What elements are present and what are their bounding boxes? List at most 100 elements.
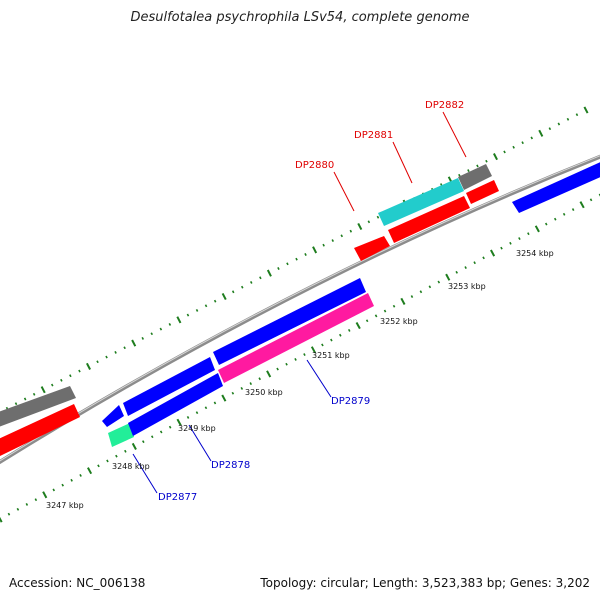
inner-tick-mark (276, 367, 279, 371)
leader-dp2882 (442, 111, 467, 158)
inner-tick-mark (186, 416, 190, 419)
inner-tick-mark (518, 237, 521, 240)
inner-tick-mark (79, 474, 82, 477)
inner-tick-mark (258, 377, 261, 381)
gene-blue-upper-a[interactable] (123, 357, 215, 416)
inner-tick-mark (374, 314, 378, 318)
topology-text: Topology: circular; Length: 3,523,383 bp… (260, 576, 590, 590)
leader-dp2879 (306, 359, 332, 398)
inner-tick-mark (52, 488, 56, 492)
inner-tick-mark (124, 449, 127, 453)
outer-tick-mark (23, 397, 27, 401)
outer-tick-mark (493, 153, 498, 161)
gene-label-dp2880[interactable]: DP2880 (295, 160, 334, 171)
outer-tick-mark (176, 316, 182, 324)
outer-tick-mark (231, 290, 235, 294)
gene-dp2881[interactable] (378, 178, 464, 226)
outer-tick-mark (349, 229, 353, 233)
outer-tick-mark (367, 220, 371, 224)
outer-tick-mark (583, 106, 589, 114)
outer-tick-mark (357, 222, 363, 231)
inner-tick-mark (473, 261, 476, 265)
gene-red-mid[interactable] (388, 196, 470, 243)
ruler-label: 3253 kbp (448, 282, 486, 291)
ruler-label: 3247 kbp (46, 501, 84, 510)
inner-tick-mark (70, 478, 73, 482)
inner-tick-mark (106, 459, 109, 463)
leader-dp2878 (188, 424, 212, 462)
inner-tick-mark (392, 304, 396, 308)
inner-tick-mark (204, 406, 208, 410)
gene-dp2877-fragment[interactable] (102, 405, 124, 427)
inner-tick-mark (544, 222, 548, 226)
outer-tick-mark (213, 299, 217, 303)
genome-title: Desulfotalea psychrophila LSv54, complet… (130, 10, 470, 25)
inner-tick-mark (482, 256, 485, 260)
outer-tick-mark (557, 122, 561, 126)
inner-tick-mark (231, 391, 235, 395)
outer-tick-mark (277, 267, 280, 270)
outer-tick-mark (340, 234, 344, 238)
outer-tick-mark (312, 246, 318, 254)
gene-label-dp2878[interactable]: DP2878 (211, 460, 250, 471)
label-leader-lines (132, 111, 467, 494)
outer-tick-mark (259, 276, 262, 280)
outer-tick-mark (40, 386, 46, 394)
outer-tick-mark (575, 113, 579, 117)
inner-tick-mark (266, 370, 272, 378)
ruler-labels: 3247 kbp 3248 kbp 3249 kbp 3250 kbp 3251… (46, 249, 554, 510)
outer-tick-mark (50, 383, 54, 387)
inner-tick-mark (437, 280, 441, 284)
gene-dp2877[interactable] (108, 423, 134, 447)
gene-arrow-red-left[interactable] (0, 404, 80, 457)
outer-tick-mark (548, 127, 552, 131)
outer-tick-mark (168, 323, 172, 326)
outer-tick-mark (538, 129, 544, 137)
feature-track (0, 160, 600, 457)
inner-tick-mark (464, 266, 467, 269)
gene-dp2878[interactable] (128, 373, 223, 436)
ruler-label: 3249 kbp (178, 424, 216, 433)
outer-tick-mark (150, 332, 154, 336)
inner-tick-mark (383, 309, 387, 313)
inner-tick-mark (150, 435, 154, 439)
gene-arrow-blue-right[interactable] (512, 160, 600, 213)
outer-tick-mark (60, 378, 63, 382)
gene-dp2882[interactable] (458, 164, 492, 190)
inner-tick-mark (42, 491, 48, 499)
gene-label-dp2881[interactable]: DP2881 (354, 130, 393, 141)
gene-dp2879[interactable] (218, 293, 374, 383)
inner-tick-mark (562, 212, 566, 216)
outer-tick-mark (485, 159, 488, 163)
gene-label-dp2882[interactable]: DP2882 (425, 100, 464, 111)
inner-tick-mark (428, 285, 432, 289)
gene-arrow-gray-left[interactable] (0, 386, 76, 428)
inner-tick-mark (168, 425, 172, 429)
gene-label-dp2877[interactable]: DP2877 (158, 492, 197, 503)
outer-tick-mark (295, 257, 298, 261)
gene-label-dp2879[interactable]: DP2879 (331, 396, 370, 407)
inner-tick-mark (455, 270, 458, 274)
gene-red-small[interactable] (466, 180, 499, 204)
outer-tick-mark (521, 141, 524, 145)
gene-blue-upper-b[interactable] (213, 278, 366, 365)
ruler-label: 3248 kbp (112, 462, 150, 471)
ruler-label: 3252 kbp (380, 317, 418, 326)
outer-tick-mark (503, 150, 506, 154)
outer-tick-mark (195, 309, 199, 312)
outer-tick-mark (530, 136, 534, 140)
leader-dp2880 (333, 171, 355, 212)
inner-tick-mark (339, 333, 342, 337)
outer-tick-mark (304, 253, 307, 256)
inner-tick-mark (7, 512, 11, 516)
outer-tick-mark (331, 239, 335, 242)
inner-tick-mark (527, 232, 530, 236)
inner-tick-mark (400, 297, 406, 305)
outer-tick-mark (286, 262, 289, 266)
gene-dp2880[interactable] (354, 236, 390, 261)
inner-tick-mark (419, 290, 423, 294)
outer-tick-mark (86, 362, 91, 370)
inner-tick-mark (16, 507, 20, 511)
